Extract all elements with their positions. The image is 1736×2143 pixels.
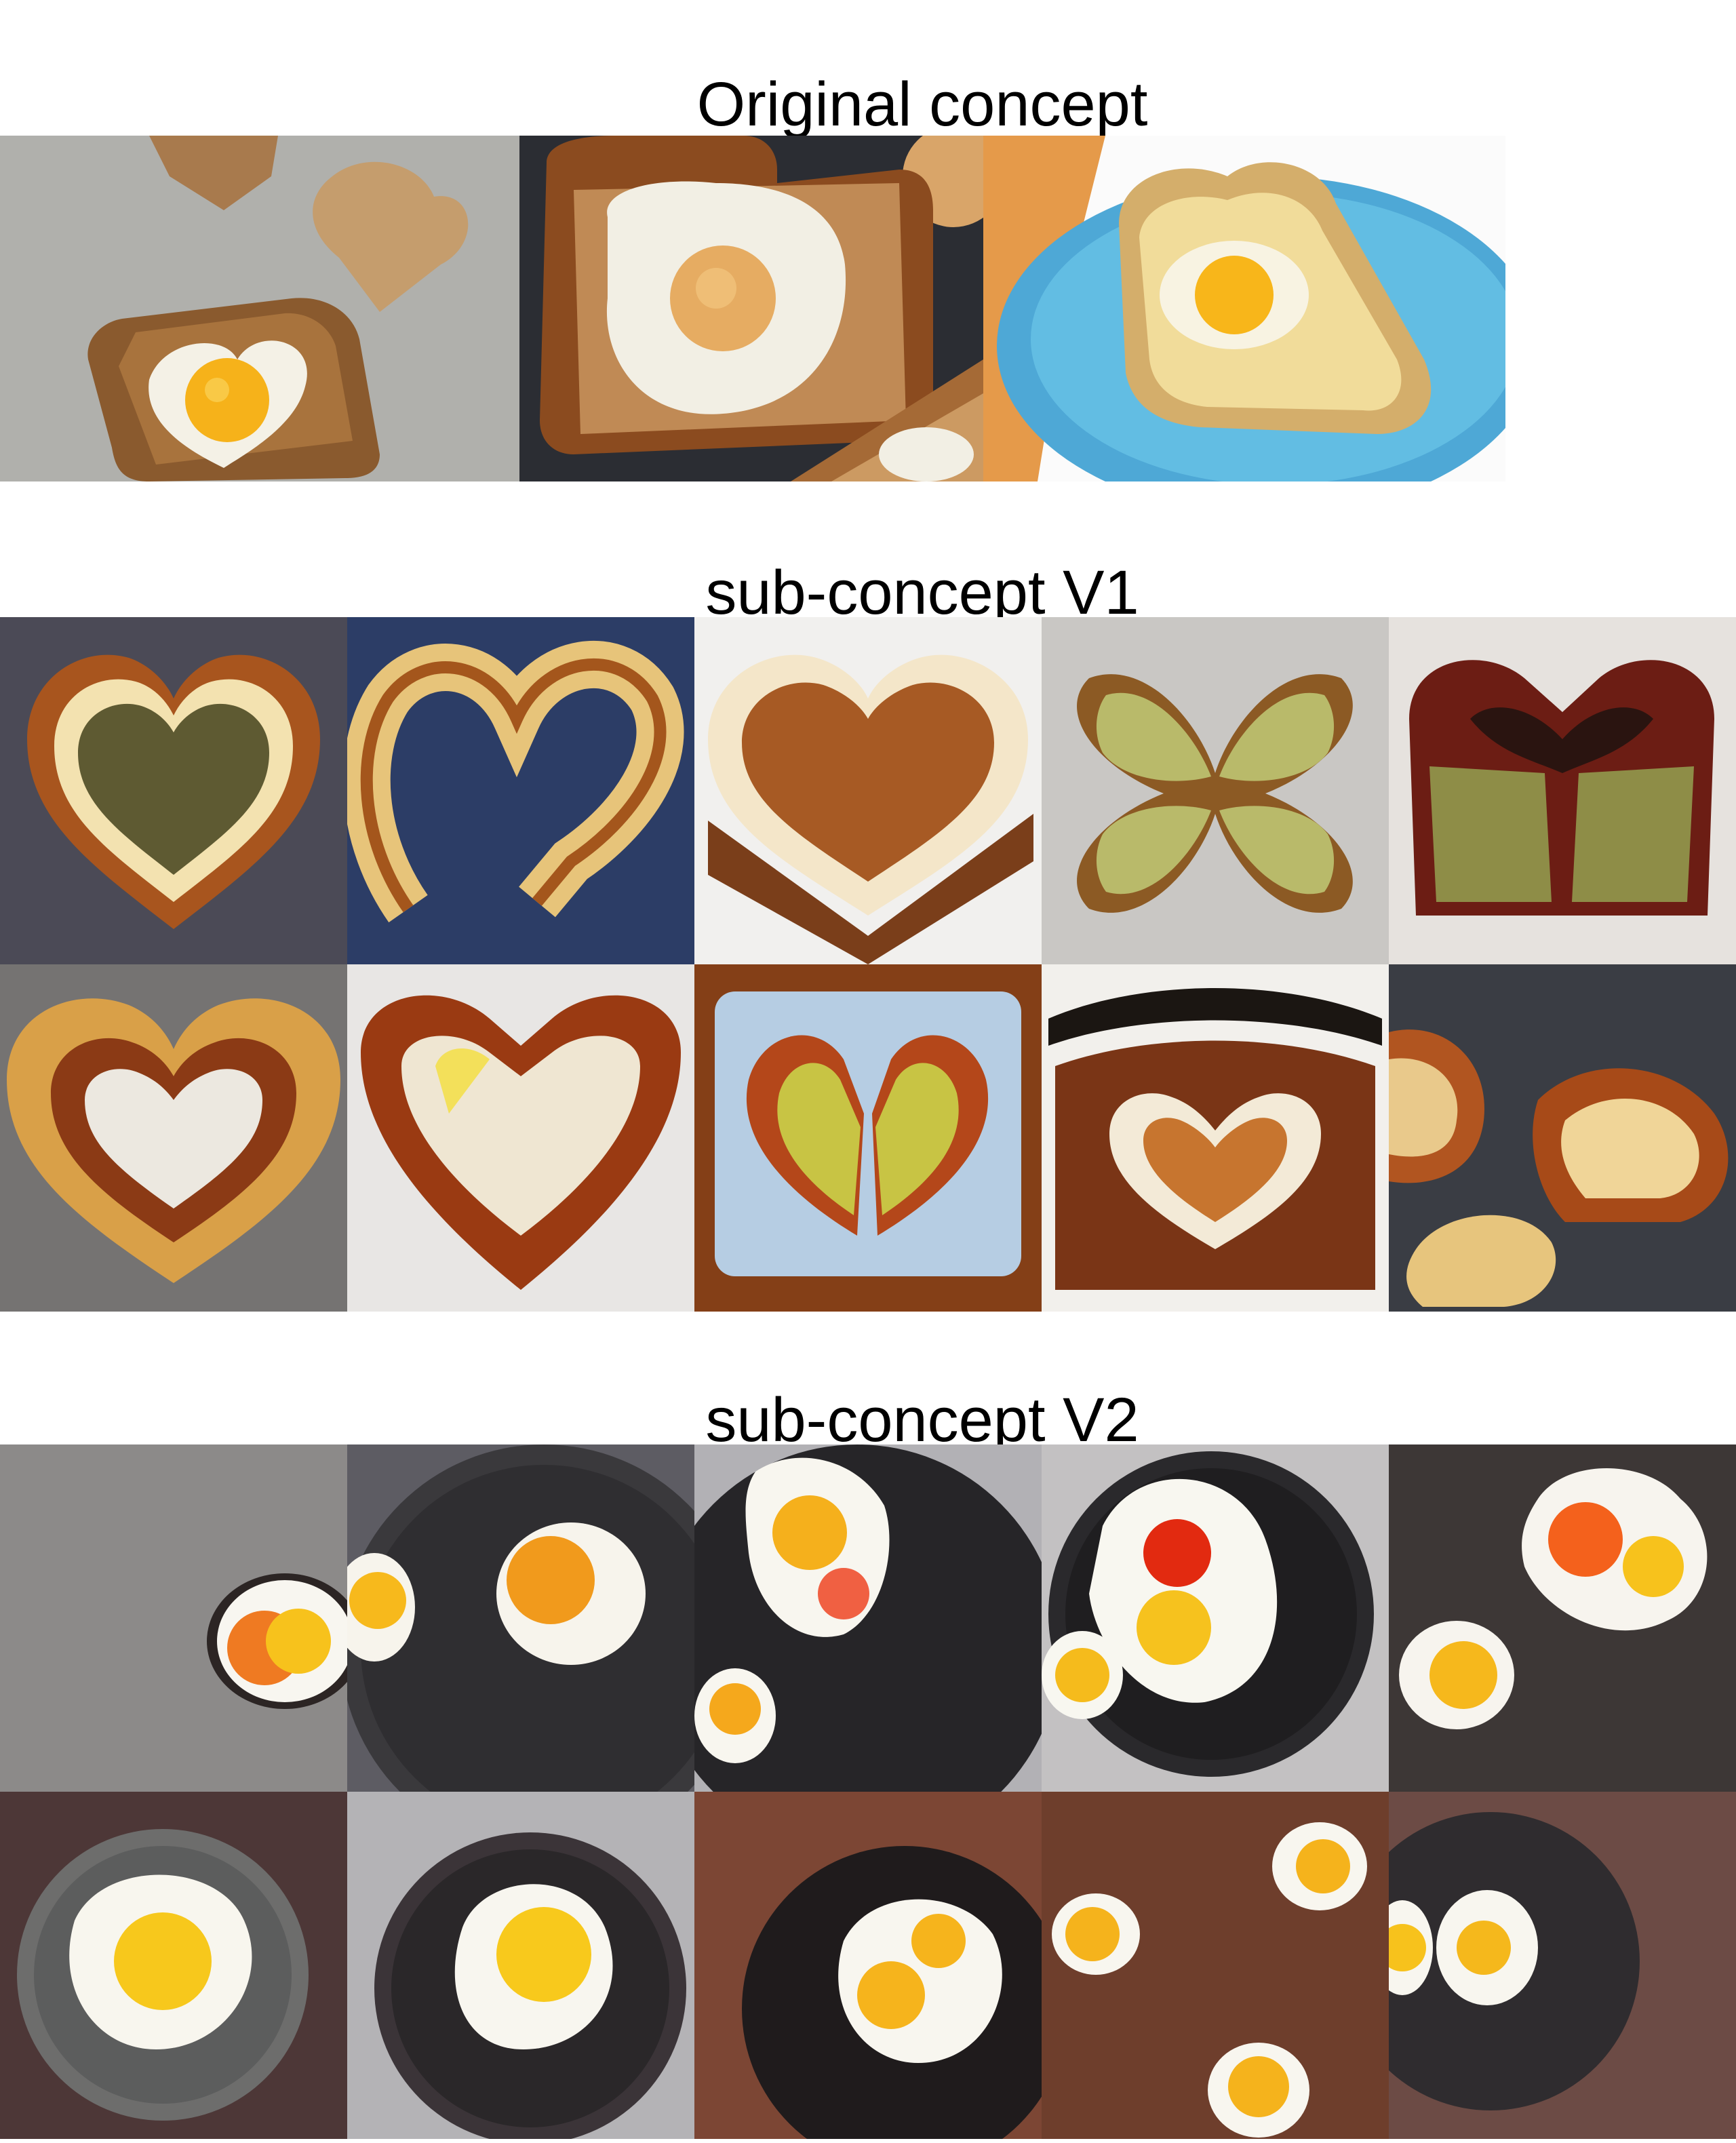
v2-image-4 xyxy=(1042,1444,1389,1792)
v2-image-1 xyxy=(0,1444,347,1792)
v1-image-7 xyxy=(347,964,694,1312)
v2-image-6 xyxy=(0,1792,347,2139)
v2-image-5 xyxy=(1389,1444,1736,1792)
v2-image-3 xyxy=(694,1444,1042,1792)
v1-image-3 xyxy=(694,617,1042,964)
v1-image-2 xyxy=(347,617,694,964)
original-photo-2 xyxy=(519,136,983,481)
section-title-v1: sub-concept V1 xyxy=(705,558,1139,627)
original-photo-3 xyxy=(983,136,1505,481)
original-photo-1 xyxy=(0,136,519,481)
section-title-v2: sub-concept V2 xyxy=(705,1385,1139,1455)
v1-image-1 xyxy=(0,617,347,964)
v2-image-7 xyxy=(347,1792,694,2139)
v1-image-9 xyxy=(1042,964,1389,1312)
v1-image-8 xyxy=(694,964,1042,1312)
v2-image-8 xyxy=(694,1792,1042,2139)
v1-image-10 xyxy=(1389,964,1736,1312)
v2-image-2 xyxy=(347,1444,694,1792)
v1-image-6 xyxy=(0,964,347,1312)
v2-image-9 xyxy=(1042,1792,1389,2139)
v1-image-5 xyxy=(1389,617,1736,964)
v1-image-4 xyxy=(1042,617,1389,964)
v2-image-10 xyxy=(1389,1792,1736,2139)
section-title-original: Original concept xyxy=(696,70,1148,139)
